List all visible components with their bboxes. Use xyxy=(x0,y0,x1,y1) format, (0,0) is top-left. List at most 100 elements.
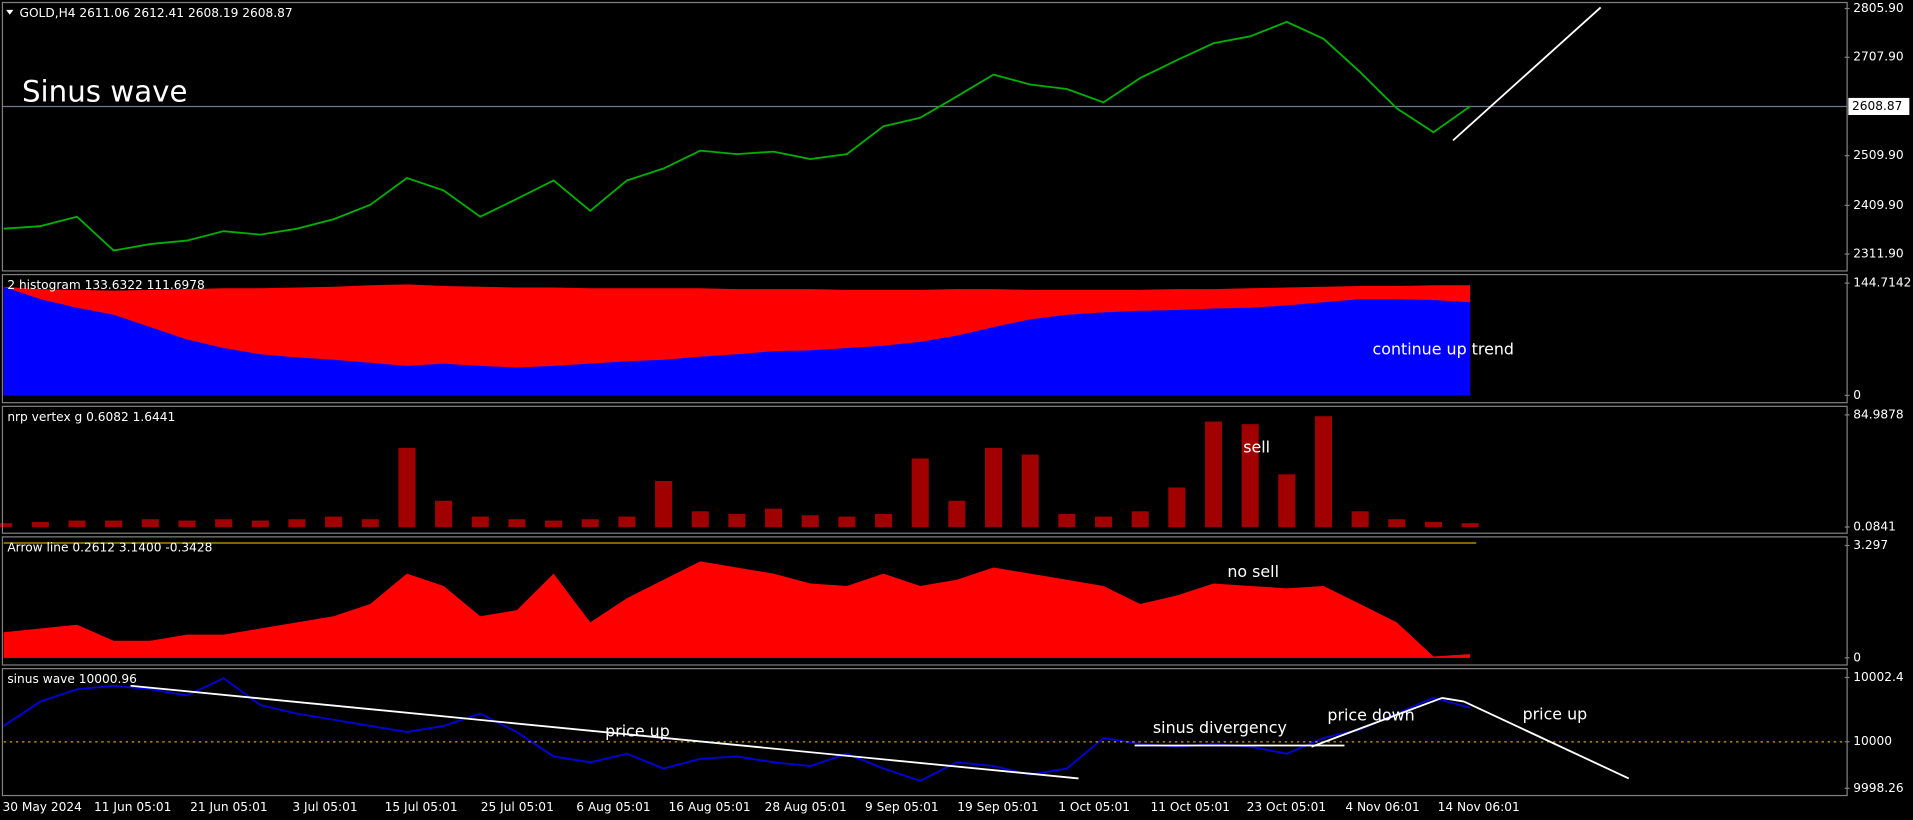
x-tick-label: 9 Sep 05:01 xyxy=(865,800,939,814)
y-tick-label: 2707.90 xyxy=(1853,50,1903,64)
bar xyxy=(691,511,709,528)
bar xyxy=(471,516,489,528)
bar xyxy=(1424,521,1443,528)
pane-title: sinus wave 10000.96 xyxy=(7,672,137,686)
pane-title: nrp vertex g 0.6082 1.6441 xyxy=(7,410,175,424)
bar xyxy=(508,519,526,528)
price-tag xyxy=(1848,97,1910,115)
annotation: Sinus wave xyxy=(22,74,188,108)
bar xyxy=(1204,421,1223,528)
annotation: price up xyxy=(605,722,670,741)
pane-frame xyxy=(1,536,1848,666)
trend-line xyxy=(1463,700,1630,780)
bar xyxy=(1131,511,1149,528)
bar xyxy=(178,520,196,528)
x-tick-label: 19 Sep 05:01 xyxy=(957,800,1038,814)
bar xyxy=(765,508,783,528)
x-tick-label: 4 Nov 06:01 xyxy=(1345,800,1419,814)
bar xyxy=(1351,511,1369,528)
x-tick-label: 16 Aug 05:01 xyxy=(668,800,750,814)
y-tick-label: 0.0841 xyxy=(1853,520,1896,534)
y-tick-label: 2409.90 xyxy=(1853,198,1903,212)
pane-frame xyxy=(1,668,1848,797)
bar xyxy=(948,500,966,528)
bar xyxy=(1021,454,1039,528)
x-tick-label: 15 Jul 05:01 xyxy=(385,800,458,814)
bar xyxy=(141,519,159,528)
x-tick-label: 14 Nov 06:01 xyxy=(1438,800,1520,814)
bar xyxy=(68,520,86,528)
bar xyxy=(1461,523,1479,528)
trend-line xyxy=(1311,697,1443,748)
trend-line xyxy=(1441,697,1465,703)
y-tick-label: 10002.4 xyxy=(1853,670,1904,684)
bar xyxy=(875,513,893,528)
bar xyxy=(398,447,416,528)
pane-frame xyxy=(1,273,1848,404)
y-tick-label: 2509.90 xyxy=(1853,148,1903,162)
current-price-label: 2608.87 xyxy=(1852,99,1902,113)
y-tick-label: 2311.90 xyxy=(1853,247,1903,261)
bar xyxy=(1388,519,1406,528)
pane-title: GOLD,H4 2611.06 2612.41 2608.19 2608.87 xyxy=(20,6,293,20)
x-tick-label: 30 May 2024 xyxy=(2,800,82,814)
menu-arrow[interactable] xyxy=(6,9,14,15)
bar xyxy=(105,520,123,528)
bar xyxy=(728,513,746,528)
trend-line xyxy=(130,684,1079,780)
annotation: sinus divergency xyxy=(1153,718,1287,737)
series-line xyxy=(3,20,1471,252)
pane-frame xyxy=(1,405,1848,534)
y-tick-label: 9998.26 xyxy=(1853,781,1903,795)
pane-title: 2 histogram 133.6322 111.6978 xyxy=(7,278,204,292)
bar xyxy=(288,519,306,528)
pane-title: Arrow line 0.2612 3.1400 -0.3428 xyxy=(7,540,212,554)
annotation: price down xyxy=(1327,706,1414,725)
y-tick-label: 10000 xyxy=(1853,734,1892,748)
bar xyxy=(581,519,599,528)
bar xyxy=(1094,516,1113,528)
bar xyxy=(1241,424,1259,528)
y-tick-label: 84.9878 xyxy=(1853,407,1903,421)
bar xyxy=(1314,416,1333,528)
bar xyxy=(1278,474,1296,528)
annotation: no sell xyxy=(1227,562,1279,581)
y-tick-label: 0 xyxy=(1853,650,1861,664)
bar xyxy=(1168,487,1186,528)
x-tick-label: 11 Jun 05:01 xyxy=(94,800,171,814)
bar xyxy=(984,447,1003,528)
annotation: price up xyxy=(1523,705,1588,724)
pane-frame xyxy=(1,1,1848,272)
bar xyxy=(0,523,13,528)
bar xyxy=(801,515,819,528)
trend-line xyxy=(1452,6,1602,142)
bar xyxy=(838,516,856,528)
y-tick-label: 2805.90 xyxy=(1853,1,1903,15)
x-tick-label: 1 Oct 05:01 xyxy=(1058,800,1130,814)
x-tick-label: 21 Jun 05:01 xyxy=(190,800,267,814)
x-tick-label: 28 Aug 05:01 xyxy=(765,800,847,814)
series-area xyxy=(3,561,1471,658)
x-tick-label: 3 Jul 05:01 xyxy=(292,800,357,814)
bar xyxy=(361,519,379,528)
bar xyxy=(215,519,233,528)
bar xyxy=(618,516,636,528)
y-tick-label: 3.297 xyxy=(1853,538,1888,552)
series-area xyxy=(3,286,1471,396)
bar xyxy=(435,500,453,528)
x-tick-label: 25 Jul 05:01 xyxy=(481,800,554,814)
x-tick-label: 11 Oct 05:01 xyxy=(1151,800,1230,814)
y-tick-label: 144.7142 xyxy=(1853,276,1911,290)
annotation: sell xyxy=(1243,437,1270,456)
y-tick-label: 0 xyxy=(1853,388,1861,402)
bar xyxy=(655,480,673,528)
annotation: continue up trend xyxy=(1373,340,1514,359)
bar xyxy=(1058,513,1076,528)
x-tick-label: 23 Oct 05:01 xyxy=(1247,800,1326,814)
bar xyxy=(325,516,343,528)
plot-layer xyxy=(0,20,1848,782)
bar xyxy=(911,458,929,528)
